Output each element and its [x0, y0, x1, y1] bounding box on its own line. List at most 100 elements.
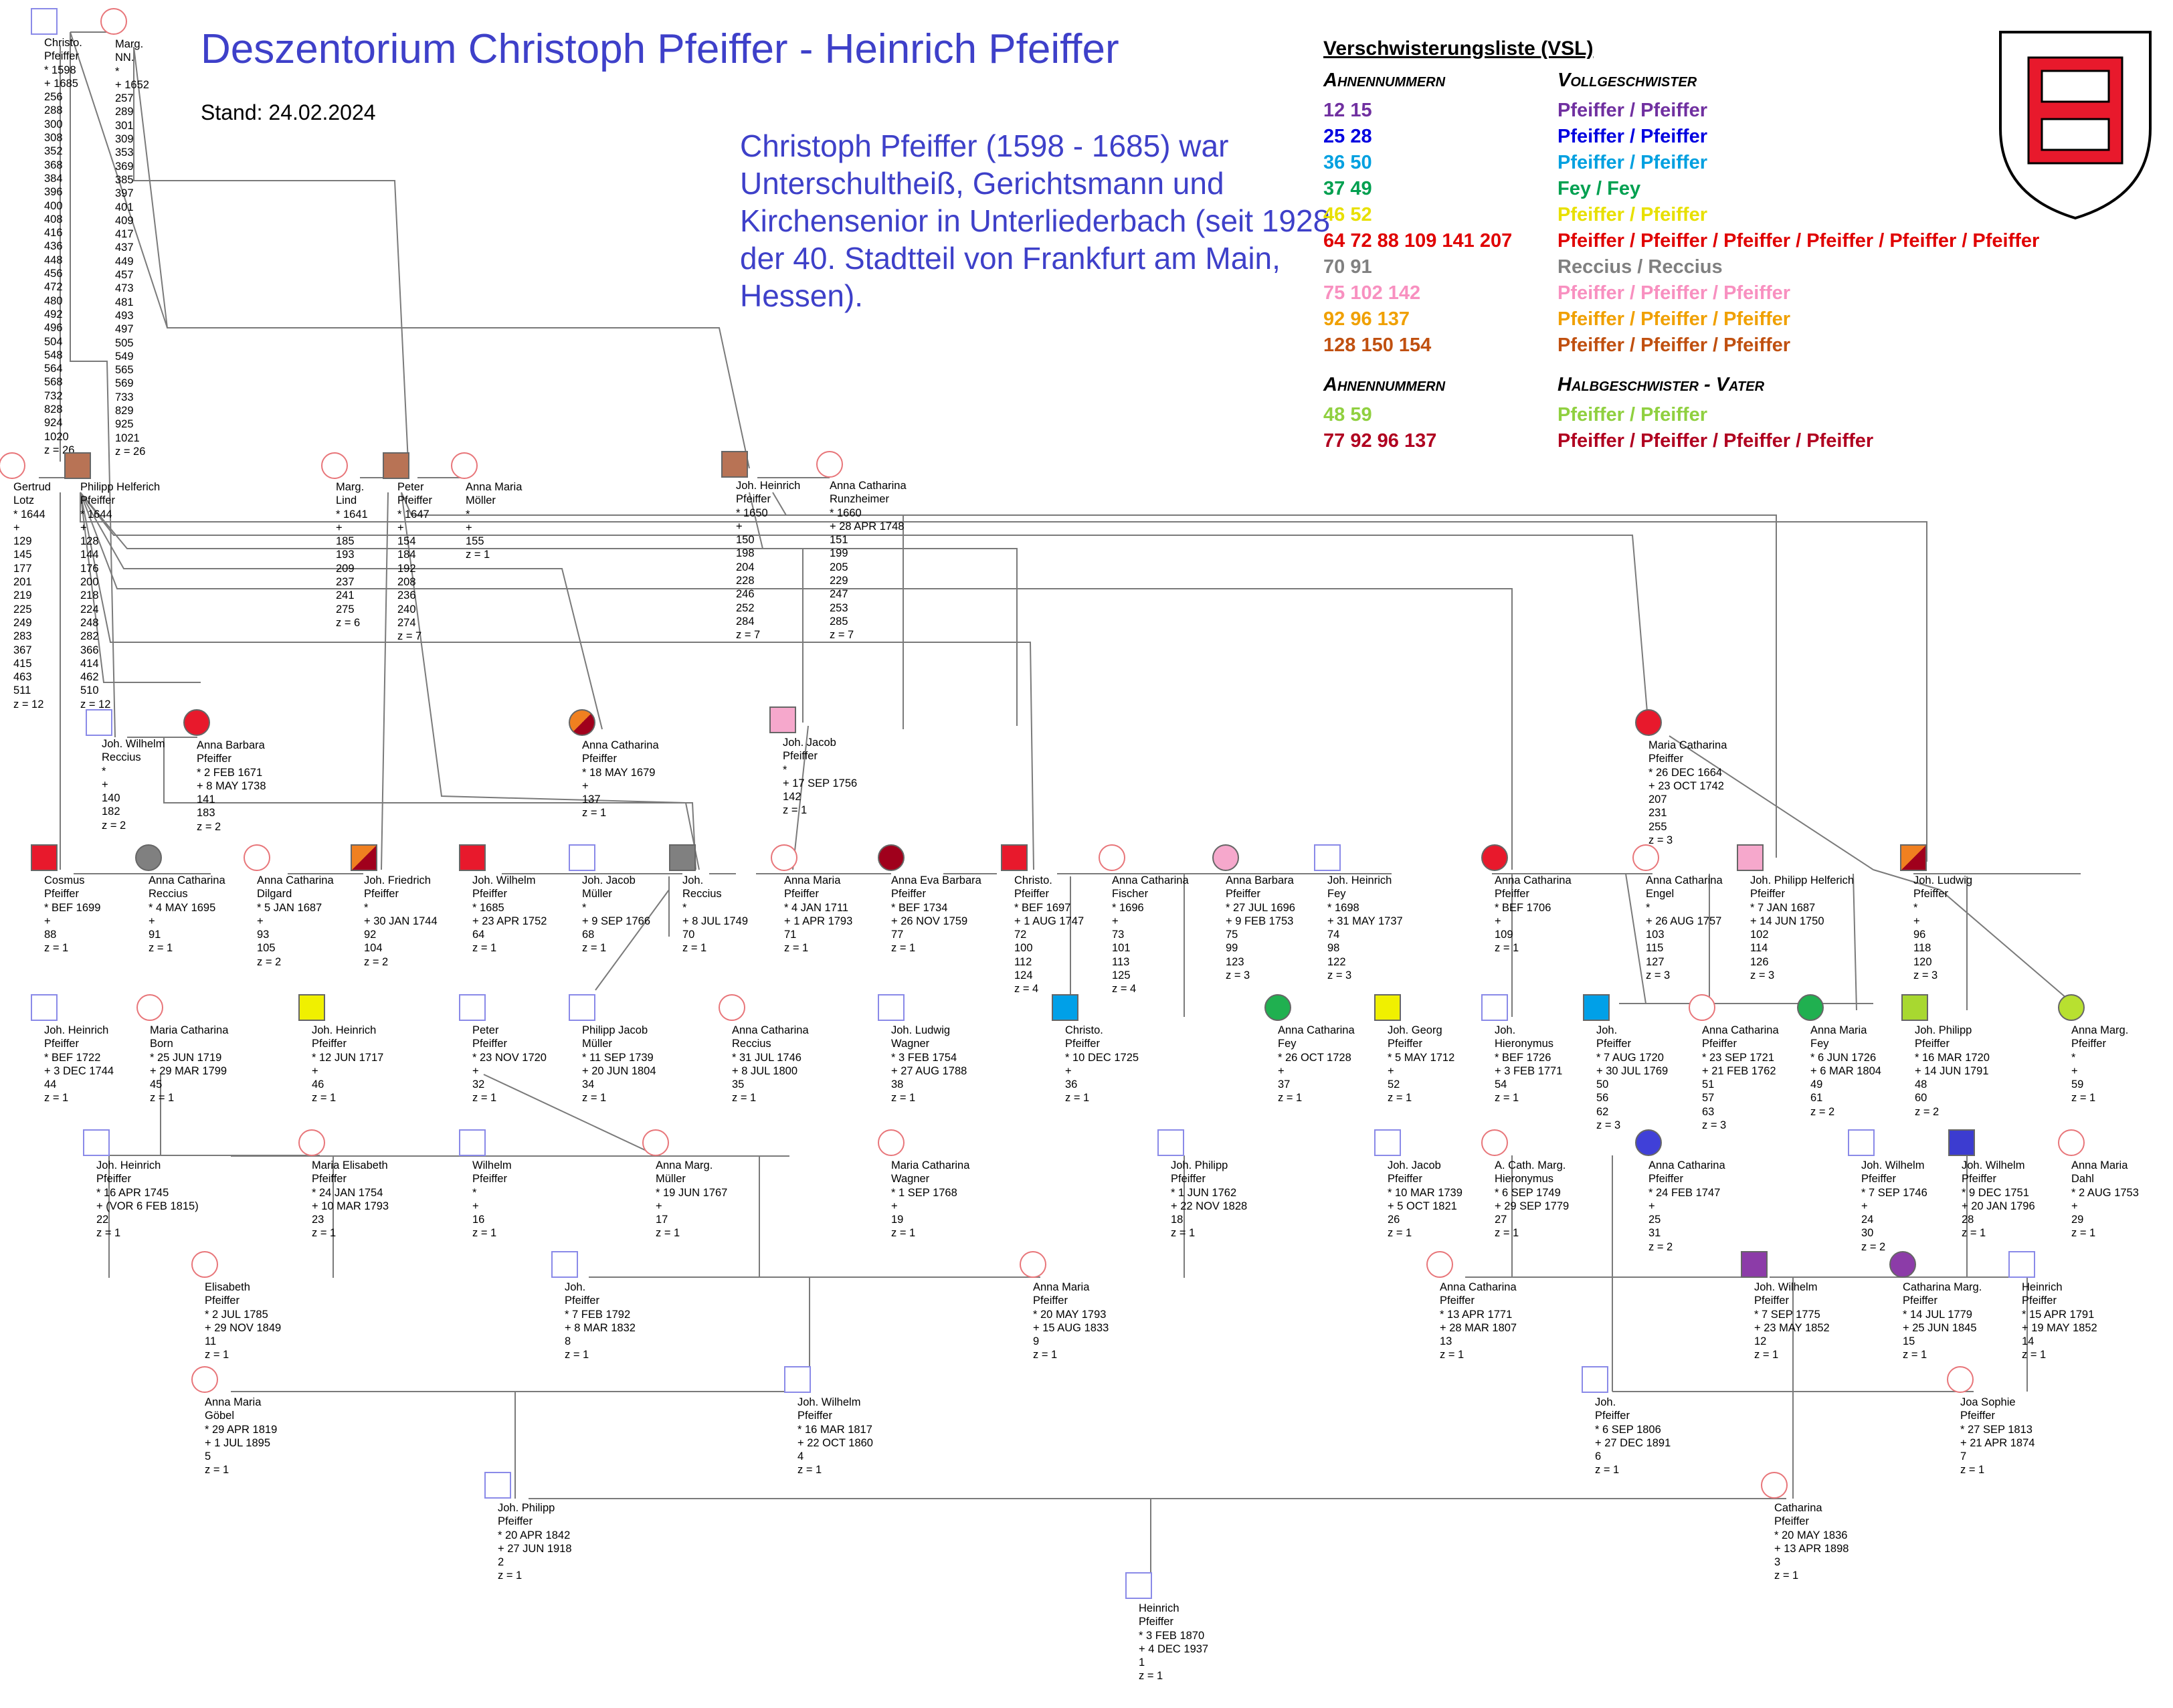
- person-label: Heinrich Pfeiffer * 15 APR 1791 + 19 MAY…: [2022, 1281, 2097, 1361]
- male-person-node[interactable]: [1052, 994, 1078, 1021]
- person-label: Joa Sophie Pfeiffer * 27 SEP 1813 + 21 A…: [1960, 1396, 2035, 1477]
- male-person-node[interactable]: [1741, 1251, 1768, 1278]
- female-person-node[interactable]: [451, 452, 478, 479]
- male-person-node[interactable]: [1001, 844, 1028, 871]
- female-person-node[interactable]: [2058, 994, 2085, 1021]
- male-person-node[interactable]: [1582, 1366, 1608, 1393]
- male-person-node[interactable]: [1583, 994, 1610, 1021]
- male-person-node[interactable]: [459, 844, 486, 871]
- male-person-node[interactable]: [484, 1472, 511, 1499]
- female-person-node[interactable]: [569, 709, 595, 736]
- female-person-node[interactable]: [1426, 1251, 1453, 1278]
- male-person-node[interactable]: [1737, 844, 1764, 871]
- male-person-node[interactable]: [1848, 1129, 1875, 1156]
- person-label: Anna Barbara Pfeiffer * 27 JUL 1696 + 9 …: [1226, 874, 1295, 982]
- male-person-node[interactable]: [1901, 994, 1928, 1021]
- person-label: Joh. Heinrich Pfeiffer * 16 APR 1745 + (…: [96, 1159, 199, 1240]
- female-person-node[interactable]: [1481, 1129, 1508, 1156]
- male-person-node[interactable]: [1125, 1572, 1152, 1599]
- legend-header-row: Ahnennummern Vollgeschwister: [1323, 70, 2059, 96]
- legend-col2: Vollgeschwister: [1557, 70, 1697, 91]
- person-label: Anna Eva Barbara Pfeiffer * BEF 1734 + 2…: [891, 874, 981, 955]
- female-person-node[interactable]: [1212, 844, 1239, 871]
- legend-ahnen-numbers: 75 102 142: [1323, 282, 1421, 304]
- female-person-node[interactable]: [100, 8, 127, 35]
- male-person-node[interactable]: [1314, 844, 1341, 871]
- person-label: Joh. Ludwig Pfeiffer * + 96 118 120 z = …: [1913, 874, 1973, 982]
- female-person-node[interactable]: [1264, 994, 1291, 1021]
- legend-sibling-names: Pfeiffer / Pfeiffer: [1557, 126, 1707, 147]
- female-person-node[interactable]: [642, 1129, 669, 1156]
- female-person-node[interactable]: [1632, 844, 1659, 871]
- male-person-node[interactable]: [1374, 994, 1401, 1021]
- male-person-node[interactable]: [721, 451, 748, 478]
- male-person-node[interactable]: [1900, 844, 1927, 871]
- male-person-node[interactable]: [878, 994, 905, 1021]
- legend-row: 46 52 Pfeiffer / Pfeiffer: [1323, 204, 2059, 230]
- male-person-node[interactable]: [769, 706, 796, 733]
- legend-sibling-names: Pfeiffer / Pfeiffer: [1557, 152, 1707, 173]
- female-person-node[interactable]: [878, 1129, 905, 1156]
- legend-sibling-names: Pfeiffer / Pfeiffer / Pfeiffer: [1557, 335, 1791, 356]
- male-person-node[interactable]: [351, 844, 377, 871]
- female-person-node[interactable]: [1761, 1472, 1788, 1499]
- female-person-node[interactable]: [244, 844, 270, 871]
- female-person-node[interactable]: [1635, 1129, 1662, 1156]
- person-label: Joh. Heinrich Fey * 1698 + 31 MAY 1737 7…: [1327, 874, 1403, 982]
- male-person-node[interactable]: [86, 709, 112, 736]
- male-person-node[interactable]: [2008, 1251, 2035, 1278]
- person-label: Peter Pfeiffer * 1647 + 154 184 192 208 …: [397, 481, 432, 643]
- male-person-node[interactable]: [64, 452, 91, 479]
- male-person-node[interactable]: [31, 994, 58, 1021]
- female-person-node[interactable]: [0, 452, 25, 479]
- female-person-node[interactable]: [191, 1366, 218, 1393]
- female-person-node[interactable]: [1889, 1251, 1916, 1278]
- female-person-node[interactable]: [1481, 844, 1508, 871]
- male-person-node[interactable]: [459, 1129, 486, 1156]
- person-label: Maria Catharina Wagner * 1 SEP 1768 + 19…: [891, 1159, 970, 1240]
- male-person-node[interactable]: [298, 994, 325, 1021]
- male-person-node[interactable]: [669, 844, 696, 871]
- female-person-node[interactable]: [771, 844, 797, 871]
- female-person-node[interactable]: [136, 994, 163, 1021]
- female-person-node[interactable]: [1099, 844, 1125, 871]
- legend-title: Verschwisterungsliste (VSL): [1323, 37, 1594, 60]
- male-person-node[interactable]: [569, 844, 595, 871]
- female-person-node[interactable]: [1689, 994, 1715, 1021]
- male-person-node[interactable]: [1157, 1129, 1184, 1156]
- male-person-node[interactable]: [459, 994, 486, 1021]
- male-person-node[interactable]: [784, 1366, 811, 1393]
- legend-col1: Ahnennummern: [1323, 70, 1446, 91]
- female-person-node[interactable]: [1797, 994, 1824, 1021]
- legend-ahnen-numbers: 70 91: [1323, 256, 1372, 278]
- female-person-node[interactable]: [1020, 1251, 1046, 1278]
- female-person-node[interactable]: [298, 1129, 325, 1156]
- male-person-node[interactable]: [551, 1251, 578, 1278]
- male-person-node[interactable]: [31, 8, 58, 35]
- female-person-node[interactable]: [183, 709, 210, 736]
- person-label: Anna Catharina Pfeiffer * 24 FEB 1747 + …: [1648, 1159, 1725, 1253]
- female-person-node[interactable]: [2058, 1129, 2085, 1156]
- male-person-node[interactable]: [83, 1129, 110, 1156]
- female-person-node[interactable]: [191, 1251, 218, 1278]
- person-label: Gertrud Lotz * 1644 + 129 145 177 201 21…: [13, 481, 51, 710]
- male-person-node[interactable]: [383, 452, 409, 479]
- person-label: Anna Catharina Pfeiffer * 13 APR 1771 + …: [1440, 1281, 1517, 1361]
- female-person-node[interactable]: [135, 844, 162, 871]
- male-person-node[interactable]: [1374, 1129, 1401, 1156]
- female-person-node[interactable]: [1947, 1366, 1974, 1393]
- female-person-node[interactable]: [1635, 709, 1662, 736]
- male-person-node[interactable]: [1481, 994, 1508, 1021]
- person-label: Anna Catharina Dilgard * 5 JAN 1687 + 93…: [257, 874, 334, 968]
- male-person-node[interactable]: [31, 844, 58, 871]
- female-person-node[interactable]: [321, 452, 348, 479]
- legend-row: 75 102 142 Pfeiffer / Pfeiffer / Pfeiffer: [1323, 282, 2059, 308]
- coat-of-arms-icon: [1999, 31, 2152, 220]
- male-person-node[interactable]: [1948, 1129, 1975, 1156]
- female-person-node[interactable]: [816, 451, 843, 478]
- male-person-node[interactable]: [569, 994, 595, 1021]
- person-label: Anna Maria Möller * + 155 z = 1: [466, 481, 523, 561]
- female-person-node[interactable]: [878, 844, 905, 871]
- legend-col2b: Halbgeschwister - Vater: [1557, 374, 1765, 395]
- female-person-node[interactable]: [719, 994, 745, 1021]
